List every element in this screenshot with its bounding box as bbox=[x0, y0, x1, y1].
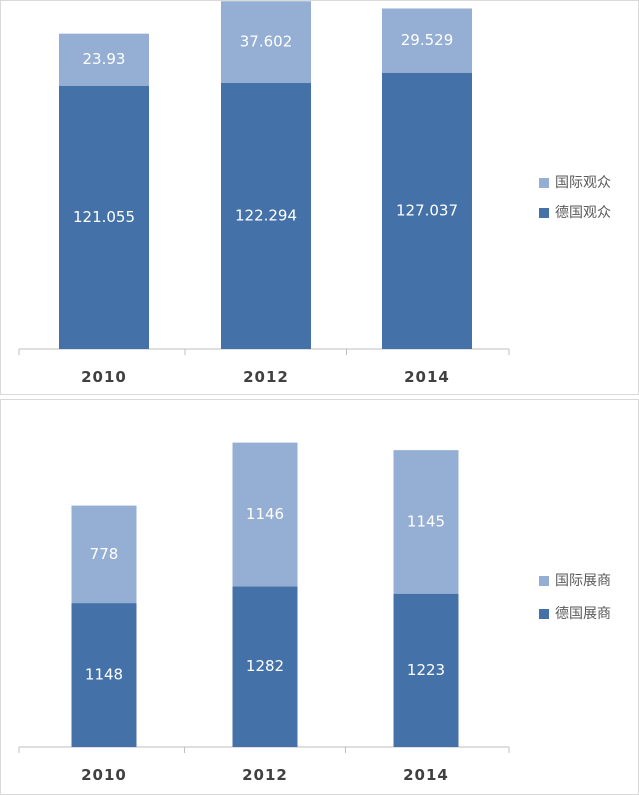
x-tick-label: 2010 bbox=[81, 368, 127, 386]
bar-segment bbox=[232, 586, 298, 747]
data-label: 121.055 bbox=[73, 208, 135, 226]
legend-swatch bbox=[539, 208, 549, 218]
data-label: 1145 bbox=[407, 512, 445, 530]
bar-segment bbox=[59, 33, 149, 86]
visitors-chart: 121.055 23.93 2010 122.294 37.602 2012 127.037… bbox=[0, 0, 639, 395]
bar-segment bbox=[393, 593, 459, 747]
legend-swatch bbox=[539, 609, 549, 619]
data-label: 1223 bbox=[407, 661, 445, 679]
bar-segment bbox=[232, 442, 298, 587]
data-label: 23.93 bbox=[83, 50, 126, 68]
x-tick-label: 2014 bbox=[404, 368, 450, 386]
data-label: 127.037 bbox=[396, 201, 458, 219]
legend-label: 国际展商 bbox=[555, 573, 611, 589]
x-tick-label: 2012 bbox=[242, 766, 288, 784]
bar-segment bbox=[59, 85, 149, 349]
legend-label: 国际观众 bbox=[555, 175, 611, 191]
bar-segment bbox=[393, 450, 459, 594]
data-label: 29.529 bbox=[401, 31, 454, 49]
bar-segment bbox=[221, 1, 311, 84]
x-tick-label: 2012 bbox=[243, 368, 289, 386]
bar-segment bbox=[382, 8, 472, 73]
x-tick-label: 2014 bbox=[403, 766, 449, 784]
data-label: 1146 bbox=[246, 505, 284, 523]
bar-segment bbox=[71, 505, 137, 604]
legend-label: 德国观众 bbox=[555, 205, 611, 221]
legend-swatch bbox=[539, 178, 549, 188]
data-label: 122.294 bbox=[235, 207, 297, 225]
x-tick-label: 2010 bbox=[81, 766, 127, 784]
exhibitors-chart-svg: 1148 778 2010 1282 1146 2012 1223 1145 2014 国际展商德… bbox=[18, 442, 611, 784]
exhibitors-chart: 1148 778 2010 1282 1146 2012 1223 1145 2014 国际展商德… bbox=[0, 399, 639, 795]
legend-label: 德国展商 bbox=[555, 606, 611, 622]
data-label: 37.602 bbox=[240, 33, 293, 51]
data-label: 1282 bbox=[246, 657, 284, 675]
bar-segment bbox=[382, 72, 472, 350]
visitors-chart-svg: 121.055 23.93 2010 122.294 37.602 2012 127.037… bbox=[18, 1, 611, 386]
data-label: 1148 bbox=[85, 666, 123, 684]
data-label: 778 bbox=[90, 545, 119, 563]
legend-swatch bbox=[539, 576, 549, 586]
bar-segment bbox=[71, 603, 137, 747]
bar-segment bbox=[221, 83, 311, 349]
